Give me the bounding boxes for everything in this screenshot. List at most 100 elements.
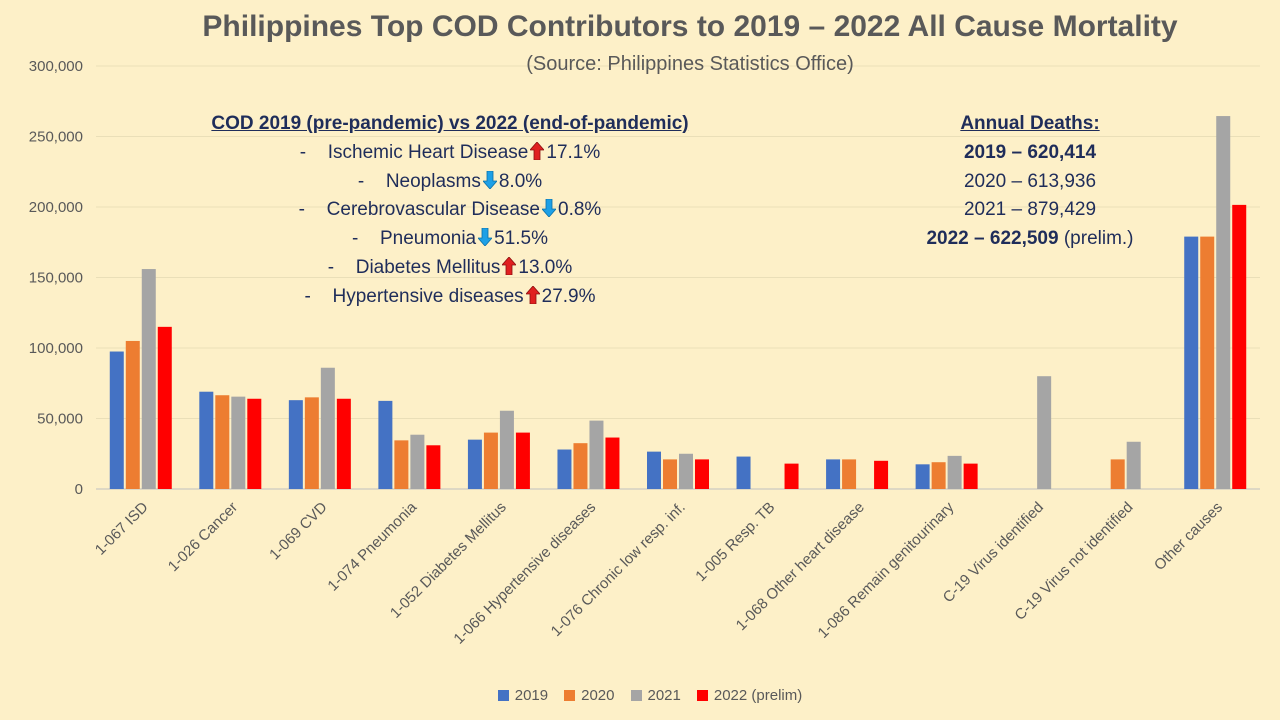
arrow-down-icon xyxy=(478,228,493,247)
bar-2022prelim xyxy=(605,437,620,489)
cod-comparison-item: - Cerebrovascular Disease 0.8% xyxy=(150,196,750,225)
item-change: 17.1% xyxy=(546,141,601,163)
y-tick-label: 250,000 xyxy=(29,129,83,146)
bar-2022prelim xyxy=(157,326,172,489)
annual-deaths-row: 2020 – 613,936 xyxy=(880,168,1180,197)
bar-2022prelim xyxy=(426,445,441,489)
annual-deaths-value: 2019 – 620,414 xyxy=(963,141,1097,163)
bar-2021 xyxy=(410,434,425,489)
bar-2021 xyxy=(231,396,246,489)
arrow-down-icon xyxy=(482,170,497,189)
arrow-up-icon xyxy=(525,285,540,304)
item-label: Diabetes Mellitus xyxy=(355,256,501,278)
y-axis-ticks: 0 50,000 100,000 150,000 200,000 250,000 300,0… xyxy=(29,58,83,498)
bar-2020 xyxy=(125,340,140,489)
cod-comparison-item: - Pneumonia 51.5% xyxy=(150,225,750,254)
bar-2022prelim xyxy=(695,459,709,489)
annual-deaths-row: 2022 – 622,509 (prelim.) xyxy=(880,225,1180,254)
cod-comparison-heading: COD 2019 (pre-pandemic) vs 2022 (end-of-… xyxy=(211,113,689,134)
item-label: Neoplasms xyxy=(385,170,481,192)
cod-comparison-list: - Ischemic Heart Disease 17.1% - Neoplasms 8.… xyxy=(150,139,750,312)
item-dash: - xyxy=(357,170,365,192)
annual-deaths-panel: Annual Deaths: 2019 – 620,414 2020 – 613,… xyxy=(880,110,1180,254)
x-tick-label: 1-005 Resp. TB xyxy=(692,499,778,585)
cod-comparison-item: - Neoplasms 8.0% xyxy=(150,168,750,197)
x-tick-label: C-19 Virus identified xyxy=(940,499,1047,606)
bar-2020 xyxy=(1200,236,1215,489)
arrow-up-icon xyxy=(502,256,517,275)
bar-2020 xyxy=(394,440,409,489)
bar-2020 xyxy=(215,395,230,489)
annual-deaths-row: 2019 – 620,414 xyxy=(880,139,1180,168)
annual-deaths-value: 2021 – 879,429 xyxy=(963,199,1097,221)
bar-2022prelim xyxy=(336,398,351,489)
x-tick-label: 1-066 Hypertensive diseases xyxy=(450,499,599,648)
arrow-down-icon xyxy=(542,199,556,218)
bar-2019 xyxy=(736,456,751,489)
x-tick-label: 1-067 ISD xyxy=(92,499,152,559)
cod-comparison-item: - Hypertensive diseases 27.9% xyxy=(150,283,750,312)
bar-2019 xyxy=(915,464,930,489)
item-label: Ischemic Heart Disease xyxy=(327,141,529,163)
bar-2021 xyxy=(679,453,693,489)
bar-2021 xyxy=(499,410,514,489)
item-dash: - xyxy=(299,141,307,163)
x-tick-label: 1-074 Pneumonia xyxy=(324,498,420,594)
item-change: 27.9% xyxy=(541,285,596,307)
legend-swatch xyxy=(630,689,642,701)
item-change: 13.0% xyxy=(518,256,573,278)
legend-label: 2022 (prelim) xyxy=(713,686,803,704)
bar-2022prelim xyxy=(963,463,978,489)
bar-2020 xyxy=(573,443,588,489)
bar-2020 xyxy=(842,459,857,489)
bars xyxy=(109,116,1247,490)
bar-2019 xyxy=(647,451,661,489)
bar-2021 xyxy=(947,455,962,489)
bar-2019 xyxy=(826,459,841,489)
x-tick-label: 1-069 CVD xyxy=(266,499,331,564)
item-change: 0.8% xyxy=(558,199,602,221)
bar-2019 xyxy=(378,400,393,489)
legend-item: 2020 xyxy=(564,686,615,704)
item-dash: - xyxy=(327,256,335,278)
item-label: Hypertensive diseases xyxy=(332,285,524,307)
bar-2019 xyxy=(109,351,124,489)
annual-deaths-value: 2020 – 613,936 xyxy=(963,170,1097,192)
y-tick-label: 150,000 xyxy=(29,270,83,287)
bar-2019 xyxy=(467,439,482,489)
bar-2020 xyxy=(483,432,498,489)
cod-comparison-item: - Ischemic Heart Disease 17.1% xyxy=(150,139,750,168)
item-change: 8.0% xyxy=(498,170,543,192)
legend-label: 2019 xyxy=(514,686,549,704)
legend-label: 2020 xyxy=(581,686,615,704)
y-tick-label: 100,000 xyxy=(29,340,83,357)
bar-2021 xyxy=(1037,376,1052,489)
x-tick-label: 1-026 Cancer xyxy=(165,499,241,575)
arrow-up-icon xyxy=(530,141,545,160)
annual-deaths-row: 2021 – 879,429 xyxy=(880,196,1180,225)
y-tick-label: 200,000 xyxy=(29,199,83,216)
annual-deaths-note: (prelim.) xyxy=(1058,228,1134,250)
annual-deaths-value: 2022 – 622,509 xyxy=(926,228,1059,250)
item-dash: - xyxy=(298,199,305,221)
legend-label: 2021 xyxy=(647,686,681,704)
y-tick-label: 300,000 xyxy=(29,58,83,75)
item-label: Cerebrovascular Disease xyxy=(326,199,540,221)
bar-2020 xyxy=(304,397,319,489)
bar-2021 xyxy=(141,269,156,489)
chart-legend: 2019 2020 2021 2022 (prelim) xyxy=(0,684,1280,706)
chart-title: Philippines Top COD Contributors to 2019… xyxy=(202,10,1178,43)
bar-2019 xyxy=(288,400,303,489)
y-tick-label: 0 xyxy=(75,481,83,498)
annual-deaths-list: 2019 – 620,414 2020 – 613,936 2021 – 879,4… xyxy=(880,139,1180,254)
legend-swatch xyxy=(564,689,576,701)
bar-2022prelim xyxy=(1232,204,1247,489)
legend-item: 2022 (prelim) xyxy=(696,686,803,704)
bar-2022prelim xyxy=(247,398,262,489)
bar-2019 xyxy=(199,391,214,489)
legend-item: 2021 xyxy=(630,686,681,704)
y-tick-label: 50,000 xyxy=(37,411,83,428)
chart-subtitle: (Source: Philippines Statistics Office) xyxy=(526,53,854,75)
